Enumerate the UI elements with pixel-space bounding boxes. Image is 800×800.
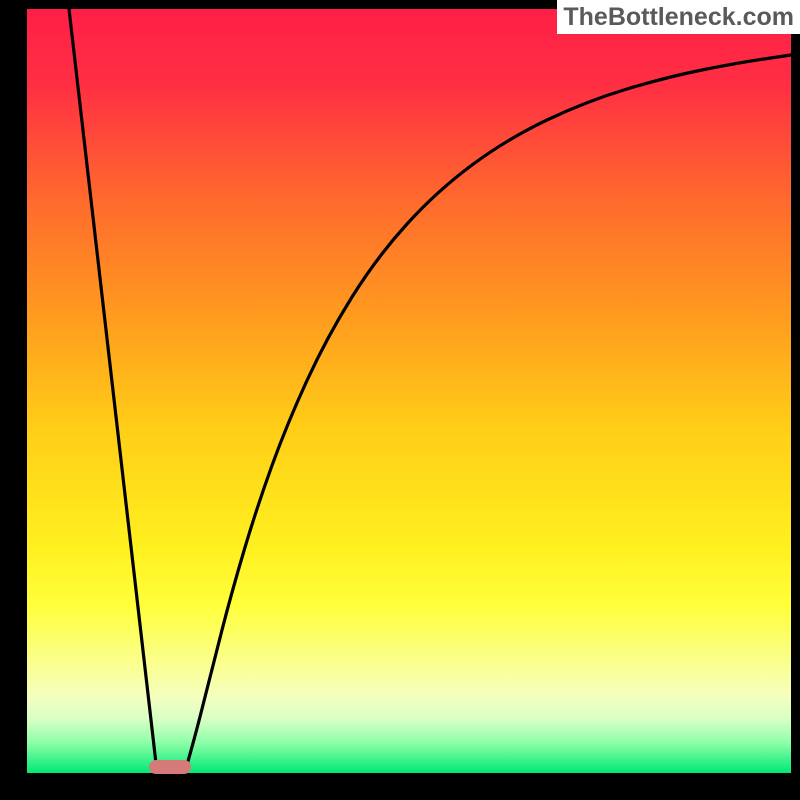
bottleneck-curve bbox=[27, 9, 791, 773]
watermark-text: TheBottleneck.com bbox=[563, 3, 794, 31]
plot-area bbox=[27, 9, 791, 773]
chart-frame: TheBottleneck.com bbox=[0, 0, 800, 800]
watermark-label: TheBottleneck.com bbox=[557, 0, 800, 34]
optimal-point-marker bbox=[149, 760, 191, 774]
